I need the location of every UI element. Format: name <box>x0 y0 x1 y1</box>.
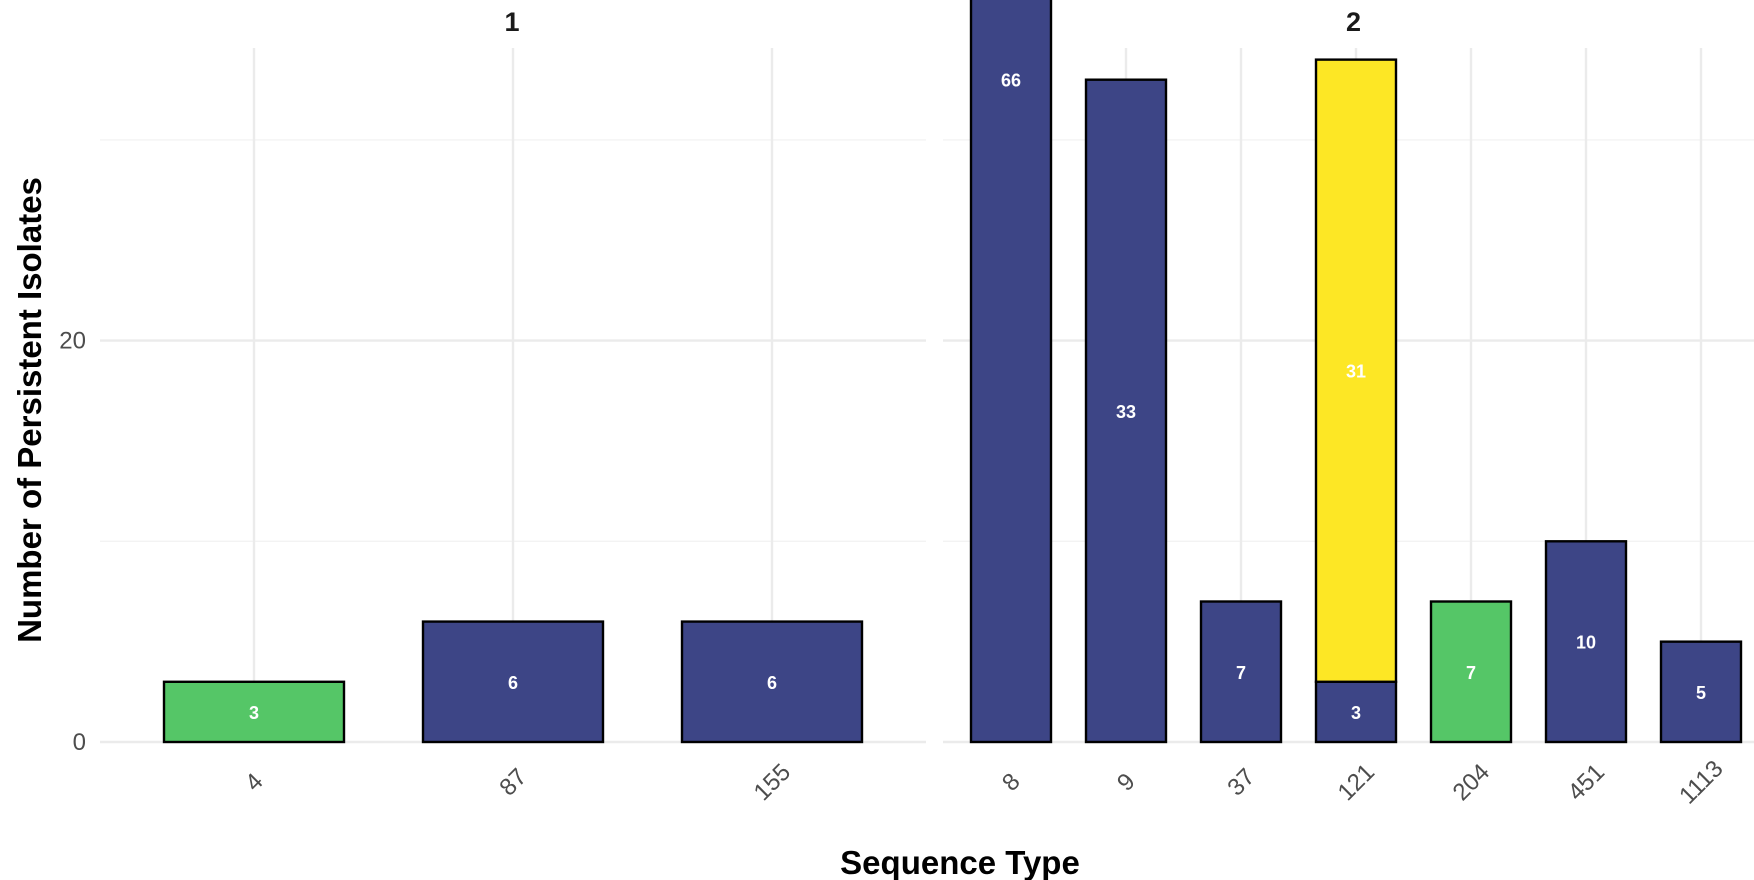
facet-title: 1 <box>504 7 519 37</box>
bar-9 <box>1084 78 1168 744</box>
bar-value-label: 6 <box>508 673 518 693</box>
x-tick-label: 204 <box>1448 759 1495 806</box>
bar-121 <box>1314 58 1398 683</box>
bar-87 <box>421 620 605 744</box>
x-axis-title: Sequence Type <box>840 844 1080 880</box>
bar-451 <box>1544 540 1628 744</box>
facet-panel-1: 10204060346876155 <box>59 7 926 806</box>
x-tick-label: 37 <box>1222 763 1260 801</box>
bar-value-label: 31 <box>1346 362 1366 382</box>
bar-8 <box>969 0 1053 744</box>
x-tick-label: 121 <box>1333 759 1380 806</box>
bar-value-label: 10 <box>1576 633 1596 653</box>
y-tick-label: 0 <box>73 729 86 756</box>
bar-37 <box>1199 600 1283 744</box>
panels: 1020406034687615526683397373311217204104… <box>59 0 1754 810</box>
bar-4 <box>162 680 346 744</box>
x-tick-label: 155 <box>749 759 796 806</box>
bar-value-label: 3 <box>249 703 259 723</box>
bar-value-label: 66 <box>1001 71 1021 91</box>
x-tick-label: 1113 <box>1674 755 1728 809</box>
bar-value-label: 33 <box>1116 402 1136 422</box>
x-tick-label: 4 <box>240 768 269 797</box>
bar-121 <box>1314 680 1398 744</box>
facet-panel-2: 2 66 8 33 9 7 37 3 31 121 7 204 10 451 5 1113 <box>943 0 1754 810</box>
bar-1113 <box>1659 640 1743 744</box>
bar-value-label: 7 <box>1236 663 1246 683</box>
y-axis-title: Number of Persistent Isolates <box>11 177 48 643</box>
bar-value-label: 6 <box>767 673 777 693</box>
facet-title: 2 <box>1346 7 1361 37</box>
x-tick-label: 8 <box>997 768 1026 797</box>
bar-value-label: 5 <box>1696 683 1706 703</box>
x-tick-label: 87 <box>494 763 532 801</box>
x-tick-label: 9 <box>1112 768 1141 797</box>
bar-204 <box>1429 600 1513 744</box>
y-tick-label: 20 <box>59 328 86 355</box>
bar-value-label: 3 <box>1351 703 1361 723</box>
x-tick-label: 451 <box>1563 759 1610 806</box>
bar-value-label: 7 <box>1466 663 1476 683</box>
bar-155 <box>680 620 864 744</box>
